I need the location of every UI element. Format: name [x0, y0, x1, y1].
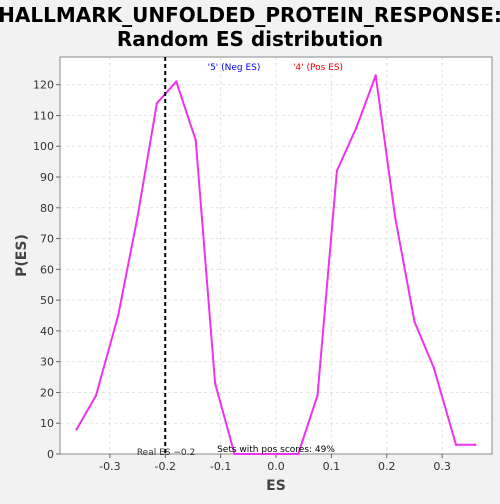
y-axis-label: P(ES) — [14, 234, 30, 277]
es-point — [393, 215, 397, 219]
chart-subtitle: Random ES distribution — [117, 27, 383, 51]
es-point — [175, 80, 178, 83]
x-tick-label: -0.3 — [99, 460, 120, 473]
x-tick-label: 0.2 — [378, 460, 396, 473]
x-tick-label: -0.2 — [154, 460, 175, 473]
y-tick-label: 60 — [40, 263, 54, 276]
es-point — [274, 452, 278, 456]
x-axis-label: ES — [266, 478, 286, 494]
y-tick-label: 0 — [47, 448, 54, 461]
y-tick-label: 80 — [40, 202, 54, 215]
y-tick-label: 110 — [33, 109, 54, 122]
es-point — [355, 126, 358, 129]
es-point — [413, 320, 416, 323]
y-tick-label: 70 — [40, 233, 54, 246]
es-point — [233, 452, 236, 456]
chart-title: HALLMARK_UNFOLDED_PROTEIN_RESPONSE: — [0, 3, 500, 27]
es-point — [136, 215, 139, 219]
es-point — [316, 394, 319, 397]
x-tick-label: 0.1 — [323, 460, 341, 473]
es-point — [94, 394, 98, 397]
y-tick-label: 40 — [40, 325, 54, 338]
es-point — [296, 452, 300, 456]
es-point — [213, 382, 217, 385]
es-point — [454, 443, 458, 446]
es-point — [155, 101, 159, 105]
es-point — [75, 428, 78, 431]
pos-scores-label: Sets with pos scores: 49% — [217, 445, 335, 455]
y-tick-label: 10 — [40, 417, 54, 430]
es-point — [374, 74, 377, 77]
es-point — [116, 314, 120, 317]
neg-es-label: '5' (Neg ES) — [208, 63, 261, 73]
x-tick-label: 0.3 — [433, 460, 451, 473]
y-tick-label: 100 — [33, 140, 54, 153]
y-tick-label: 120 — [33, 79, 54, 92]
real-es-label: Real ES −0.2 — [137, 448, 195, 458]
y-tick-label: 90 — [40, 171, 54, 184]
es-point — [252, 452, 256, 456]
es-point — [194, 138, 197, 142]
x-tick-label: -0.1 — [210, 460, 231, 473]
es-point — [432, 366, 436, 370]
pos-es-label: '4' (Pos ES) — [293, 63, 343, 73]
es-point — [335, 169, 339, 173]
x-tick-label: 0.0 — [267, 460, 285, 473]
es-point — [474, 443, 477, 446]
y-tick-label: 30 — [40, 356, 54, 369]
y-tick-label: 20 — [40, 386, 54, 399]
y-tick-label: 50 — [40, 294, 54, 307]
